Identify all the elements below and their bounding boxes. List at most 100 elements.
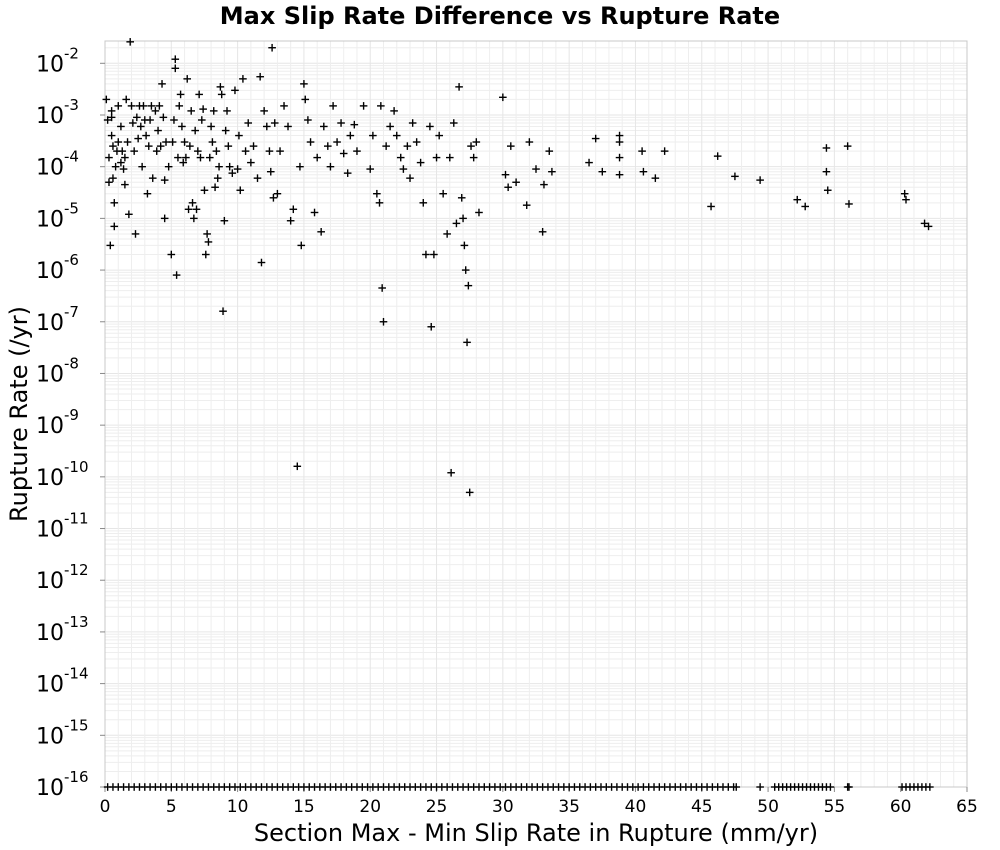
y-tick-label: 10 -16 [36, 768, 89, 801]
data-point [138, 162, 146, 171]
data-point [121, 180, 129, 189]
data-point [268, 43, 276, 52]
data-point [171, 64, 180, 73]
x-tick-label: 20 [359, 797, 381, 817]
data-point [107, 107, 116, 115]
data-point [107, 113, 116, 122]
data-point [756, 176, 764, 184]
data-point [224, 142, 233, 150]
data-point [118, 147, 127, 155]
y-tick-base: 10 [36, 52, 64, 77]
data-point [280, 102, 288, 110]
data-point [449, 119, 458, 127]
data-point [148, 174, 157, 182]
data-point [174, 153, 182, 162]
data-point [504, 183, 512, 192]
data-point [507, 142, 515, 150]
data-point [147, 102, 156, 110]
data-point [203, 230, 211, 238]
y-tick-base: 10 [36, 621, 64, 646]
data-point [822, 167, 831, 176]
data-point [196, 153, 205, 162]
x-tick-label: 10 [227, 797, 249, 817]
data-point [416, 158, 425, 167]
data-point [121, 153, 129, 162]
x-tick-label: 45 [691, 797, 713, 817]
data-point [359, 102, 368, 110]
data-points [102, 38, 934, 791]
data-point [382, 142, 390, 150]
y-tick-base: 10 [36, 466, 64, 491]
data-point [920, 219, 929, 228]
data-point [439, 189, 447, 198]
data-point [216, 83, 225, 91]
data-point [366, 165, 375, 173]
data-point [114, 102, 123, 110]
data-point-floor [756, 783, 764, 791]
data-point [902, 195, 910, 204]
data-point [122, 95, 131, 104]
data-point [175, 102, 184, 110]
data-point [110, 199, 119, 207]
data-point [707, 202, 715, 211]
y-tick-label: 10 -5 [36, 199, 79, 232]
data-point [845, 200, 853, 208]
data-point [187, 107, 195, 115]
data-point [130, 147, 138, 155]
data-point [219, 307, 227, 316]
grid [104, 41, 968, 788]
data-point [199, 105, 207, 113]
data-point [114, 138, 123, 146]
data-point [119, 165, 128, 173]
data-point [306, 138, 315, 146]
y-tick-label: 10 -4 [36, 148, 79, 181]
data-point [591, 134, 600, 143]
data-point [137, 122, 145, 131]
data-point [337, 119, 345, 127]
data-point [200, 186, 209, 195]
data-point [399, 165, 408, 173]
data-point [475, 208, 483, 217]
data-point [133, 113, 141, 122]
data-point [167, 250, 176, 259]
data-point [422, 250, 430, 259]
y-tick-base: 10 [36, 207, 64, 232]
data-point [194, 147, 202, 155]
data-point [615, 131, 624, 140]
data-point [253, 174, 262, 182]
data-point [525, 138, 534, 146]
y-tick-label: 10 -11 [36, 510, 89, 543]
data-point [396, 153, 405, 162]
data-point [223, 107, 231, 115]
data-point [159, 113, 168, 122]
data-point [205, 153, 214, 162]
data-point [225, 162, 234, 171]
data-point [247, 158, 255, 167]
data-point [154, 126, 162, 135]
y-tick-label: 10 -7 [36, 303, 79, 336]
y-tick-exponent: -8 [64, 354, 79, 372]
data-point [651, 174, 660, 182]
data-point [131, 230, 140, 238]
data-point-floor [845, 783, 853, 791]
data-point [260, 107, 268, 115]
y-tick-exponent: -2 [64, 44, 79, 62]
data-point [378, 284, 386, 292]
data-point [317, 227, 325, 236]
data-point [403, 142, 412, 150]
data-point [146, 116, 154, 124]
data-point [538, 227, 547, 236]
y-tick-base: 10 [36, 776, 64, 801]
data-point [111, 162, 120, 171]
data-point [129, 119, 137, 127]
y-tick-exponent: -13 [64, 613, 89, 631]
y-tick-exponent: -11 [64, 510, 89, 528]
data-point [900, 189, 909, 198]
y-tick-exponent: -9 [64, 406, 79, 424]
data-point [823, 186, 832, 195]
data-point [801, 202, 810, 211]
data-point [373, 189, 381, 198]
y-tick-base: 10 [36, 156, 64, 181]
data-point [164, 162, 173, 171]
